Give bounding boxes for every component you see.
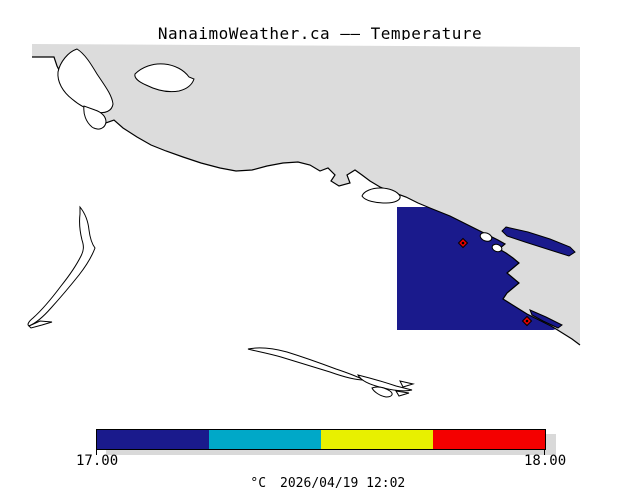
channel-water (501, 226, 576, 257)
station-marker (521, 315, 533, 327)
station-dot (461, 241, 465, 245)
bottom-island-3 (371, 386, 393, 398)
temperature-overlay (397, 207, 556, 330)
colorbar-segment-3 (321, 430, 433, 449)
colorbar-tick-max (544, 450, 545, 455)
colorbar-datetime: 2026/04/19 12:02 (280, 476, 406, 491)
left-island-fork (28, 320, 53, 329)
coastline-path (32, 56, 581, 346)
colorbar (96, 429, 546, 450)
colorbar-segment-4 (433, 430, 545, 449)
colorbar-unit: °C (250, 476, 267, 491)
station-marker (457, 237, 469, 249)
bottom-island-2 (357, 374, 413, 392)
harbour-channel-water (529, 309, 563, 329)
bottom-island-spur-1 (399, 380, 415, 388)
colorbar-max-label: 18.00 (524, 453, 567, 469)
map-canvas (27, 44, 581, 398)
colorbar-min-label: 17.00 (76, 453, 119, 469)
station-dot (525, 319, 529, 323)
inlet-lake-oval (134, 63, 195, 93)
colorbar-segment-1 (97, 430, 209, 449)
colorbar-caption: °C 2026/04/19 12:02 (0, 461, 640, 491)
mainland-landmass (32, 44, 580, 345)
colorbar-segment-2 (209, 430, 321, 449)
inlet-lake-lobe (83, 105, 107, 130)
colorbar-tick-min (96, 450, 97, 455)
harbour-island-1 (479, 232, 493, 242)
page-title: NanaimoWeather.ca —— Temperature (157, 24, 483, 43)
bottom-island-spur-2 (395, 390, 410, 397)
coastal-island-oval (361, 187, 401, 204)
harbour-island-2 (491, 243, 503, 253)
